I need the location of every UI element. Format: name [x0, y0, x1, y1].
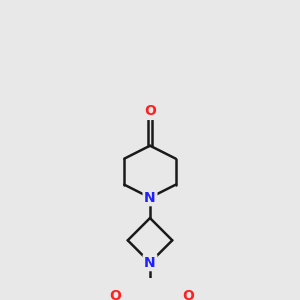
Text: N: N	[144, 190, 156, 205]
Text: O: O	[110, 289, 122, 300]
Text: O: O	[182, 289, 194, 300]
Text: O: O	[144, 104, 156, 118]
Text: N: N	[144, 256, 156, 270]
